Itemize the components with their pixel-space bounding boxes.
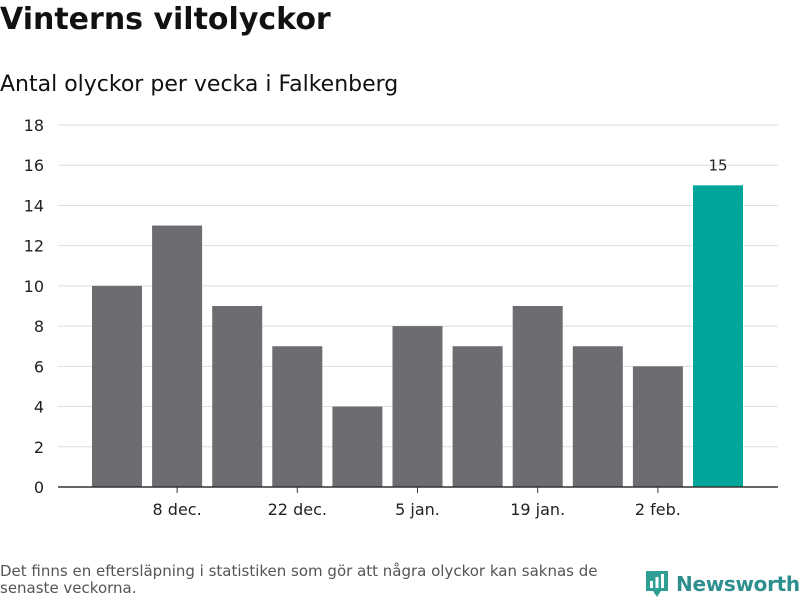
x-tick-label: 8 dec. <box>153 500 202 519</box>
bar <box>332 406 383 487</box>
data-label: 15 <box>708 156 727 174</box>
x-tick-label: 19 jan. <box>510 500 565 519</box>
footnote: Det finns en eftersläpning i statistiken… <box>0 562 598 597</box>
y-tick-label: 6 <box>34 357 44 376</box>
bar <box>152 225 203 488</box>
y-tick-label: 18 <box>24 116 44 135</box>
bar <box>693 185 743 488</box>
y-tick-label: 8 <box>34 317 44 336</box>
bar <box>212 306 263 487</box>
y-tick-label: 12 <box>24 237 44 256</box>
x-tick-label: 22 dec. <box>268 500 327 519</box>
newsworthy-brand[interactable]: Newsworthy <box>644 569 800 599</box>
x-tick-label: 2 feb. <box>635 500 681 519</box>
y-tick-label: 10 <box>24 277 44 296</box>
bar-chart: 0 2 4 6 8 10 12 14 16 18 8 dec. 22 dec. 5 jan. 19 jan… <box>24 116 778 519</box>
bar <box>92 285 142 487</box>
y-tick-label: 14 <box>24 196 44 215</box>
bar <box>632 366 683 487</box>
chart-subtitle: Antal olyckor per vecka i Falkenberg <box>0 72 399 97</box>
y-tick-label: 0 <box>34 478 44 497</box>
bar <box>572 346 623 487</box>
x-tick-label: 5 jan. <box>395 500 440 519</box>
y-tick-label: 4 <box>34 398 44 417</box>
chart-title: Vinterns viltolyckor <box>0 2 331 37</box>
newsworthy-logo-icon <box>646 571 668 597</box>
bar <box>272 346 323 487</box>
brand-name: Newsworthy <box>676 572 800 596</box>
bar <box>512 306 563 487</box>
bar <box>452 346 503 487</box>
y-tick-label: 16 <box>24 156 44 175</box>
bar <box>392 326 443 487</box>
y-tick-label: 2 <box>34 438 44 457</box>
